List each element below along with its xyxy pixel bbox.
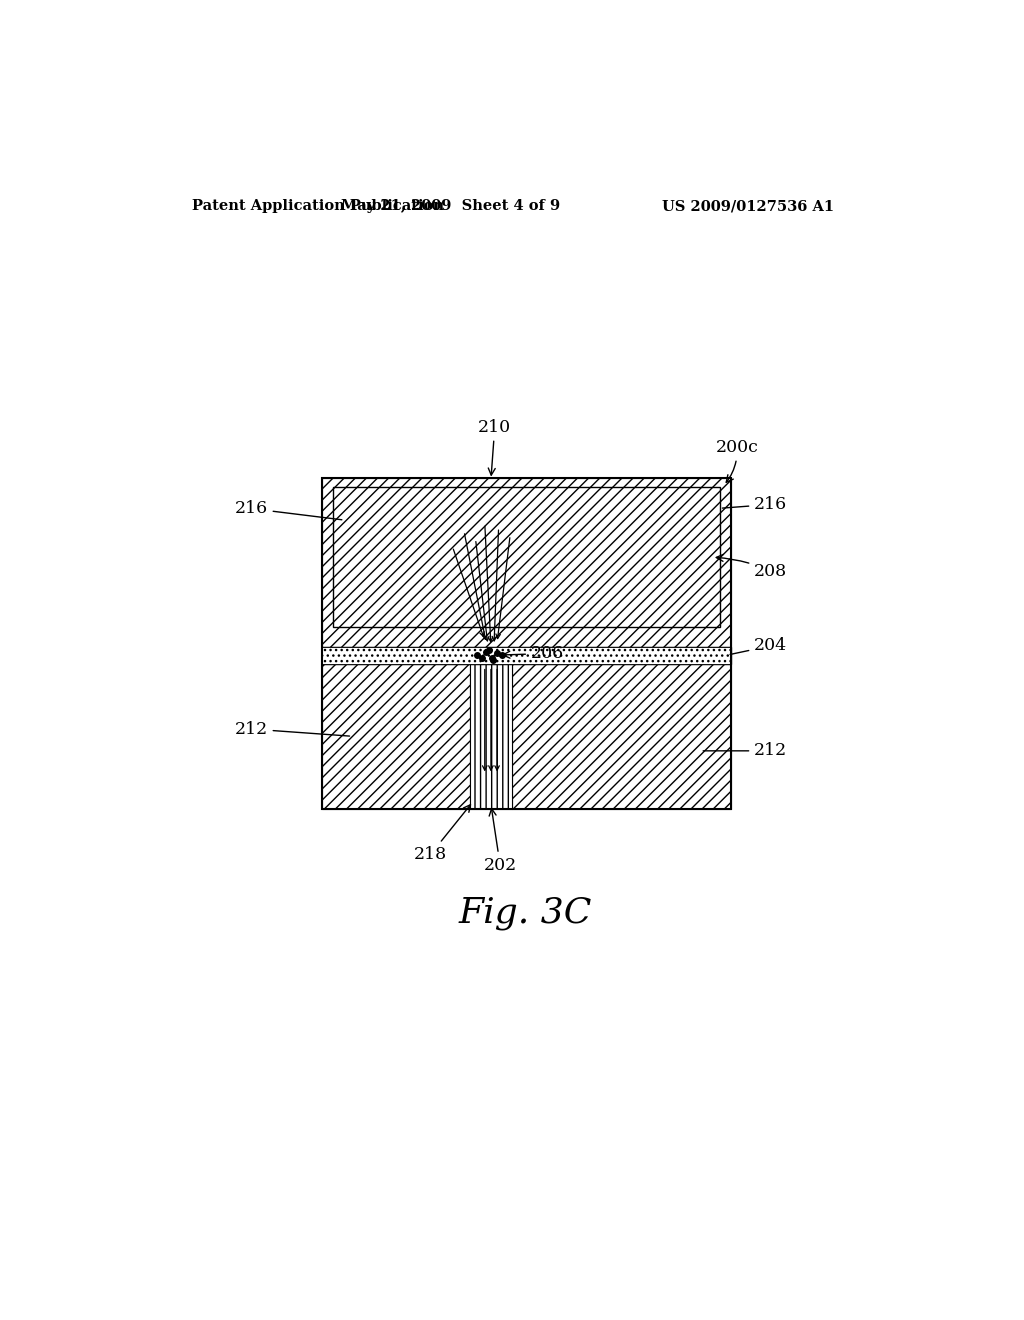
Bar [322,478,731,647]
Text: 208: 208 [716,554,787,579]
Text: 206: 206 [503,645,564,663]
Text: 202: 202 [483,809,517,874]
Text: May 21, 2009  Sheet 4 of 9: May 21, 2009 Sheet 4 of 9 [341,199,560,213]
Text: 212: 212 [703,742,787,759]
Text: 204: 204 [730,638,787,655]
Bar [322,478,731,809]
Text: 212: 212 [234,721,349,738]
Bar [512,664,731,809]
Bar [333,487,720,627]
Bar [322,647,731,664]
Text: 218: 218 [414,805,470,863]
Text: 216: 216 [722,496,787,513]
Text: 216: 216 [234,500,342,520]
Text: 200c: 200c [716,438,759,482]
Bar [470,664,512,809]
Bar [322,664,470,809]
Text: US 2009/0127536 A1: US 2009/0127536 A1 [662,199,834,213]
Text: 210: 210 [478,418,511,475]
Text: Fig. 3C: Fig. 3C [458,896,592,931]
Bar [322,647,731,664]
Text: Patent Application Publication: Patent Application Publication [193,199,444,213]
